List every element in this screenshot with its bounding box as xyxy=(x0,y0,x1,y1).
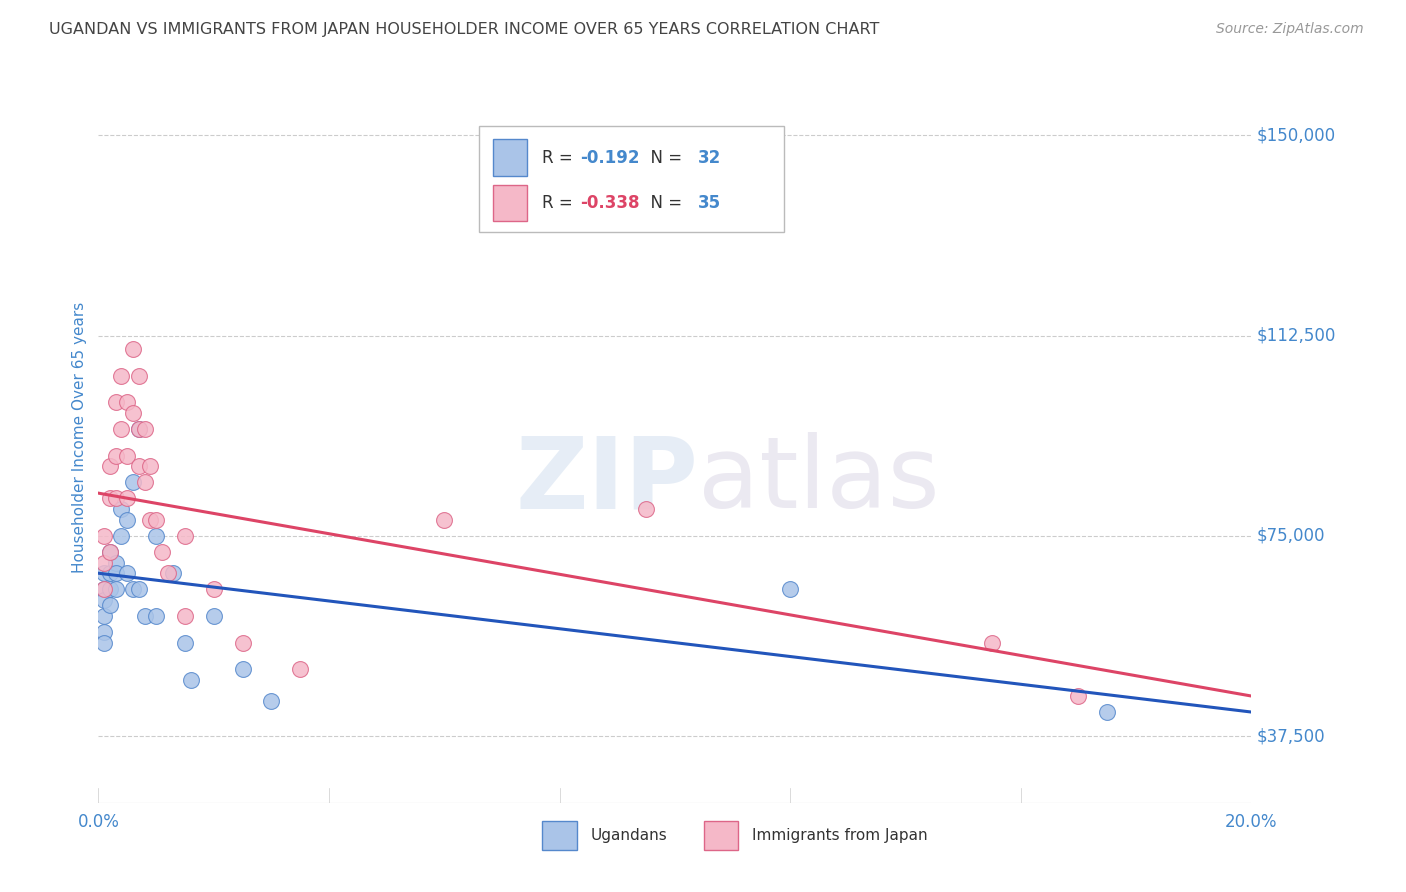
Point xyxy=(104,449,127,463)
Point xyxy=(93,593,115,607)
Point xyxy=(128,582,150,597)
Text: N =: N = xyxy=(640,149,688,167)
Text: R =: R = xyxy=(543,149,578,167)
Point xyxy=(93,582,115,597)
Point xyxy=(104,556,127,570)
Text: atlas: atlas xyxy=(697,433,939,530)
Point xyxy=(93,566,115,581)
Point xyxy=(93,529,115,543)
FancyBboxPatch shape xyxy=(479,126,785,232)
Point xyxy=(150,545,173,559)
Point xyxy=(98,491,121,506)
Point xyxy=(93,609,115,624)
Point xyxy=(134,609,156,624)
Point xyxy=(145,529,167,543)
Text: $75,000: $75,000 xyxy=(1257,527,1326,545)
Text: $112,500: $112,500 xyxy=(1257,326,1337,344)
Point xyxy=(202,609,225,624)
Point xyxy=(117,491,139,506)
Point xyxy=(145,513,167,527)
Point xyxy=(779,582,801,597)
Point xyxy=(134,422,156,436)
Point xyxy=(117,449,139,463)
Text: $37,500: $37,500 xyxy=(1257,727,1326,745)
Point xyxy=(128,368,150,383)
FancyBboxPatch shape xyxy=(543,821,576,850)
Point xyxy=(128,422,150,436)
Point xyxy=(98,582,121,597)
Point xyxy=(981,635,1004,649)
Text: 32: 32 xyxy=(697,149,721,167)
Point xyxy=(93,556,115,570)
Point xyxy=(139,513,162,527)
FancyBboxPatch shape xyxy=(492,185,527,221)
Point xyxy=(636,502,658,516)
Point xyxy=(93,635,115,649)
Point xyxy=(98,545,121,559)
Point xyxy=(122,406,145,420)
Point xyxy=(117,513,139,527)
Text: N =: N = xyxy=(640,194,688,212)
Point xyxy=(174,635,197,649)
Text: 35: 35 xyxy=(697,194,721,212)
Point xyxy=(104,491,127,506)
Point xyxy=(1067,689,1090,703)
Point xyxy=(134,475,156,490)
Text: Source: ZipAtlas.com: Source: ZipAtlas.com xyxy=(1216,22,1364,37)
Text: Immigrants from Japan: Immigrants from Japan xyxy=(752,828,928,843)
Point xyxy=(110,529,132,543)
Point xyxy=(98,459,121,474)
Point xyxy=(128,459,150,474)
Point xyxy=(98,599,121,613)
Text: -0.338: -0.338 xyxy=(581,194,640,212)
Y-axis label: Householder Income Over 65 years: Householder Income Over 65 years xyxy=(72,301,87,573)
Point xyxy=(128,422,150,436)
Point xyxy=(139,459,162,474)
Point xyxy=(117,395,139,409)
Text: ZIP: ZIP xyxy=(515,433,697,530)
Text: R =: R = xyxy=(543,194,578,212)
Text: Ugandans: Ugandans xyxy=(591,828,668,843)
Point xyxy=(174,529,197,543)
Text: UGANDAN VS IMMIGRANTS FROM JAPAN HOUSEHOLDER INCOME OVER 65 YEARS CORRELATION CH: UGANDAN VS IMMIGRANTS FROM JAPAN HOUSEHO… xyxy=(49,22,880,37)
Point xyxy=(98,545,121,559)
Point xyxy=(174,609,197,624)
Point xyxy=(110,502,132,516)
Point xyxy=(104,582,127,597)
FancyBboxPatch shape xyxy=(492,139,527,176)
Point xyxy=(260,694,283,708)
Point xyxy=(110,368,132,383)
Text: -0.192: -0.192 xyxy=(581,149,640,167)
Point xyxy=(180,673,202,687)
Point xyxy=(98,566,121,581)
Point xyxy=(1097,705,1119,719)
Point xyxy=(433,513,456,527)
FancyBboxPatch shape xyxy=(704,821,738,850)
Point xyxy=(231,662,254,676)
Point xyxy=(231,635,254,649)
Point xyxy=(104,395,127,409)
Point xyxy=(156,566,179,581)
Point xyxy=(290,662,312,676)
Point xyxy=(110,422,132,436)
Point xyxy=(145,609,167,624)
Point xyxy=(122,475,145,490)
Point xyxy=(202,582,225,597)
Text: $150,000: $150,000 xyxy=(1257,127,1336,145)
Point xyxy=(122,342,145,356)
Point xyxy=(117,566,139,581)
Point xyxy=(104,566,127,581)
Point xyxy=(122,582,145,597)
Point xyxy=(93,624,115,639)
Point xyxy=(93,582,115,597)
Point xyxy=(162,566,184,581)
